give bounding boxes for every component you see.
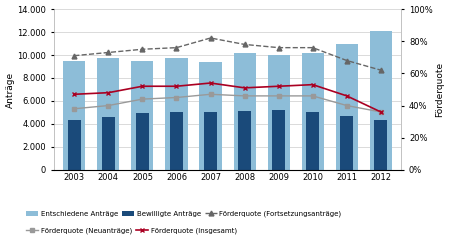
Line: Förderquote (Insgesamt): Förderquote (Insgesamt) bbox=[72, 81, 383, 114]
Förderquote (Neuanträge) bbox=[242, 95, 248, 97]
Förderquote (Insgesamt) bbox=[242, 86, 248, 89]
Förderquote (Neuanträge) bbox=[378, 111, 383, 114]
Förderquote (Neuanträge) bbox=[208, 93, 213, 96]
Bar bbox=[131, 61, 153, 170]
Förderquote (Insgesamt) bbox=[72, 93, 77, 96]
Bar bbox=[306, 112, 319, 170]
Legend: Entschiedene Anträge, Bewilligte Anträge, Förderquote (Fortsetzungsanträge): Entschiedene Anträge, Bewilligte Anträge… bbox=[26, 211, 342, 217]
Bar bbox=[136, 113, 149, 170]
Bar bbox=[268, 55, 290, 170]
Bar bbox=[63, 61, 86, 170]
Förderquote (Fortsetzungsanträge) bbox=[72, 54, 77, 57]
Förderquote (Insgesamt) bbox=[174, 85, 179, 88]
Bar bbox=[97, 59, 119, 170]
Legend: Förderquote (Neuanträge), Förderquote (Insgesamt): Förderquote (Neuanträge), Förderquote (I… bbox=[26, 228, 237, 234]
Förderquote (Insgesamt) bbox=[106, 91, 111, 94]
Bar bbox=[204, 112, 217, 170]
Förderquote (Neuanträge) bbox=[106, 104, 111, 107]
Förderquote (Insgesamt) bbox=[310, 83, 315, 86]
Förderquote (Insgesamt) bbox=[344, 95, 350, 97]
Bar bbox=[234, 53, 256, 170]
Förderquote (Fortsetzungsanträge) bbox=[208, 36, 213, 39]
Förderquote (Fortsetzungsanträge) bbox=[140, 48, 145, 51]
Bar bbox=[199, 62, 221, 170]
Förderquote (Neuanträge) bbox=[310, 95, 315, 97]
Förderquote (Fortsetzungsanträge) bbox=[106, 51, 111, 54]
Förderquote (Neuanträge) bbox=[276, 95, 281, 97]
Förderquote (Fortsetzungsanträge) bbox=[310, 46, 315, 49]
Bar bbox=[302, 53, 324, 170]
Bar bbox=[374, 120, 387, 170]
Bar bbox=[238, 111, 251, 170]
Förderquote (Insgesamt) bbox=[140, 85, 145, 88]
Förderquote (Fortsetzungsanträge) bbox=[276, 46, 281, 49]
Y-axis label: Förderquote: Förderquote bbox=[436, 62, 445, 117]
Förderquote (Neuanträge) bbox=[72, 107, 77, 110]
Bar bbox=[370, 31, 392, 170]
Y-axis label: Anträge: Anträge bbox=[5, 71, 14, 108]
Bar bbox=[170, 112, 183, 170]
Förderquote (Fortsetzungsanträge) bbox=[174, 46, 179, 49]
Bar bbox=[102, 117, 115, 170]
Förderquote (Neuanträge) bbox=[174, 96, 179, 99]
Bar bbox=[166, 59, 188, 170]
Förderquote (Insgesamt) bbox=[378, 111, 383, 114]
Förderquote (Fortsetzungsanträge) bbox=[378, 69, 383, 72]
Bar bbox=[68, 120, 81, 170]
Line: Förderquote (Neuanträge): Förderquote (Neuanträge) bbox=[72, 92, 383, 114]
Förderquote (Neuanträge) bbox=[344, 104, 350, 107]
Bar bbox=[272, 110, 285, 170]
Förderquote (Fortsetzungsanträge) bbox=[242, 43, 248, 46]
Bar bbox=[340, 116, 353, 170]
Förderquote (Fortsetzungsanträge) bbox=[344, 59, 350, 62]
Förderquote (Insgesamt) bbox=[208, 82, 213, 84]
Line: Förderquote (Fortsetzungsanträge): Förderquote (Fortsetzungsanträge) bbox=[72, 36, 383, 72]
Förderquote (Insgesamt) bbox=[276, 85, 281, 88]
Förderquote (Neuanträge) bbox=[140, 98, 145, 101]
Bar bbox=[336, 43, 358, 170]
